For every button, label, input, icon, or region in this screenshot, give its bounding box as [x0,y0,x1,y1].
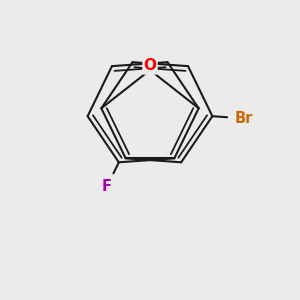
Text: F: F [102,179,112,194]
Text: O: O [143,58,157,74]
Text: Br: Br [234,111,253,126]
